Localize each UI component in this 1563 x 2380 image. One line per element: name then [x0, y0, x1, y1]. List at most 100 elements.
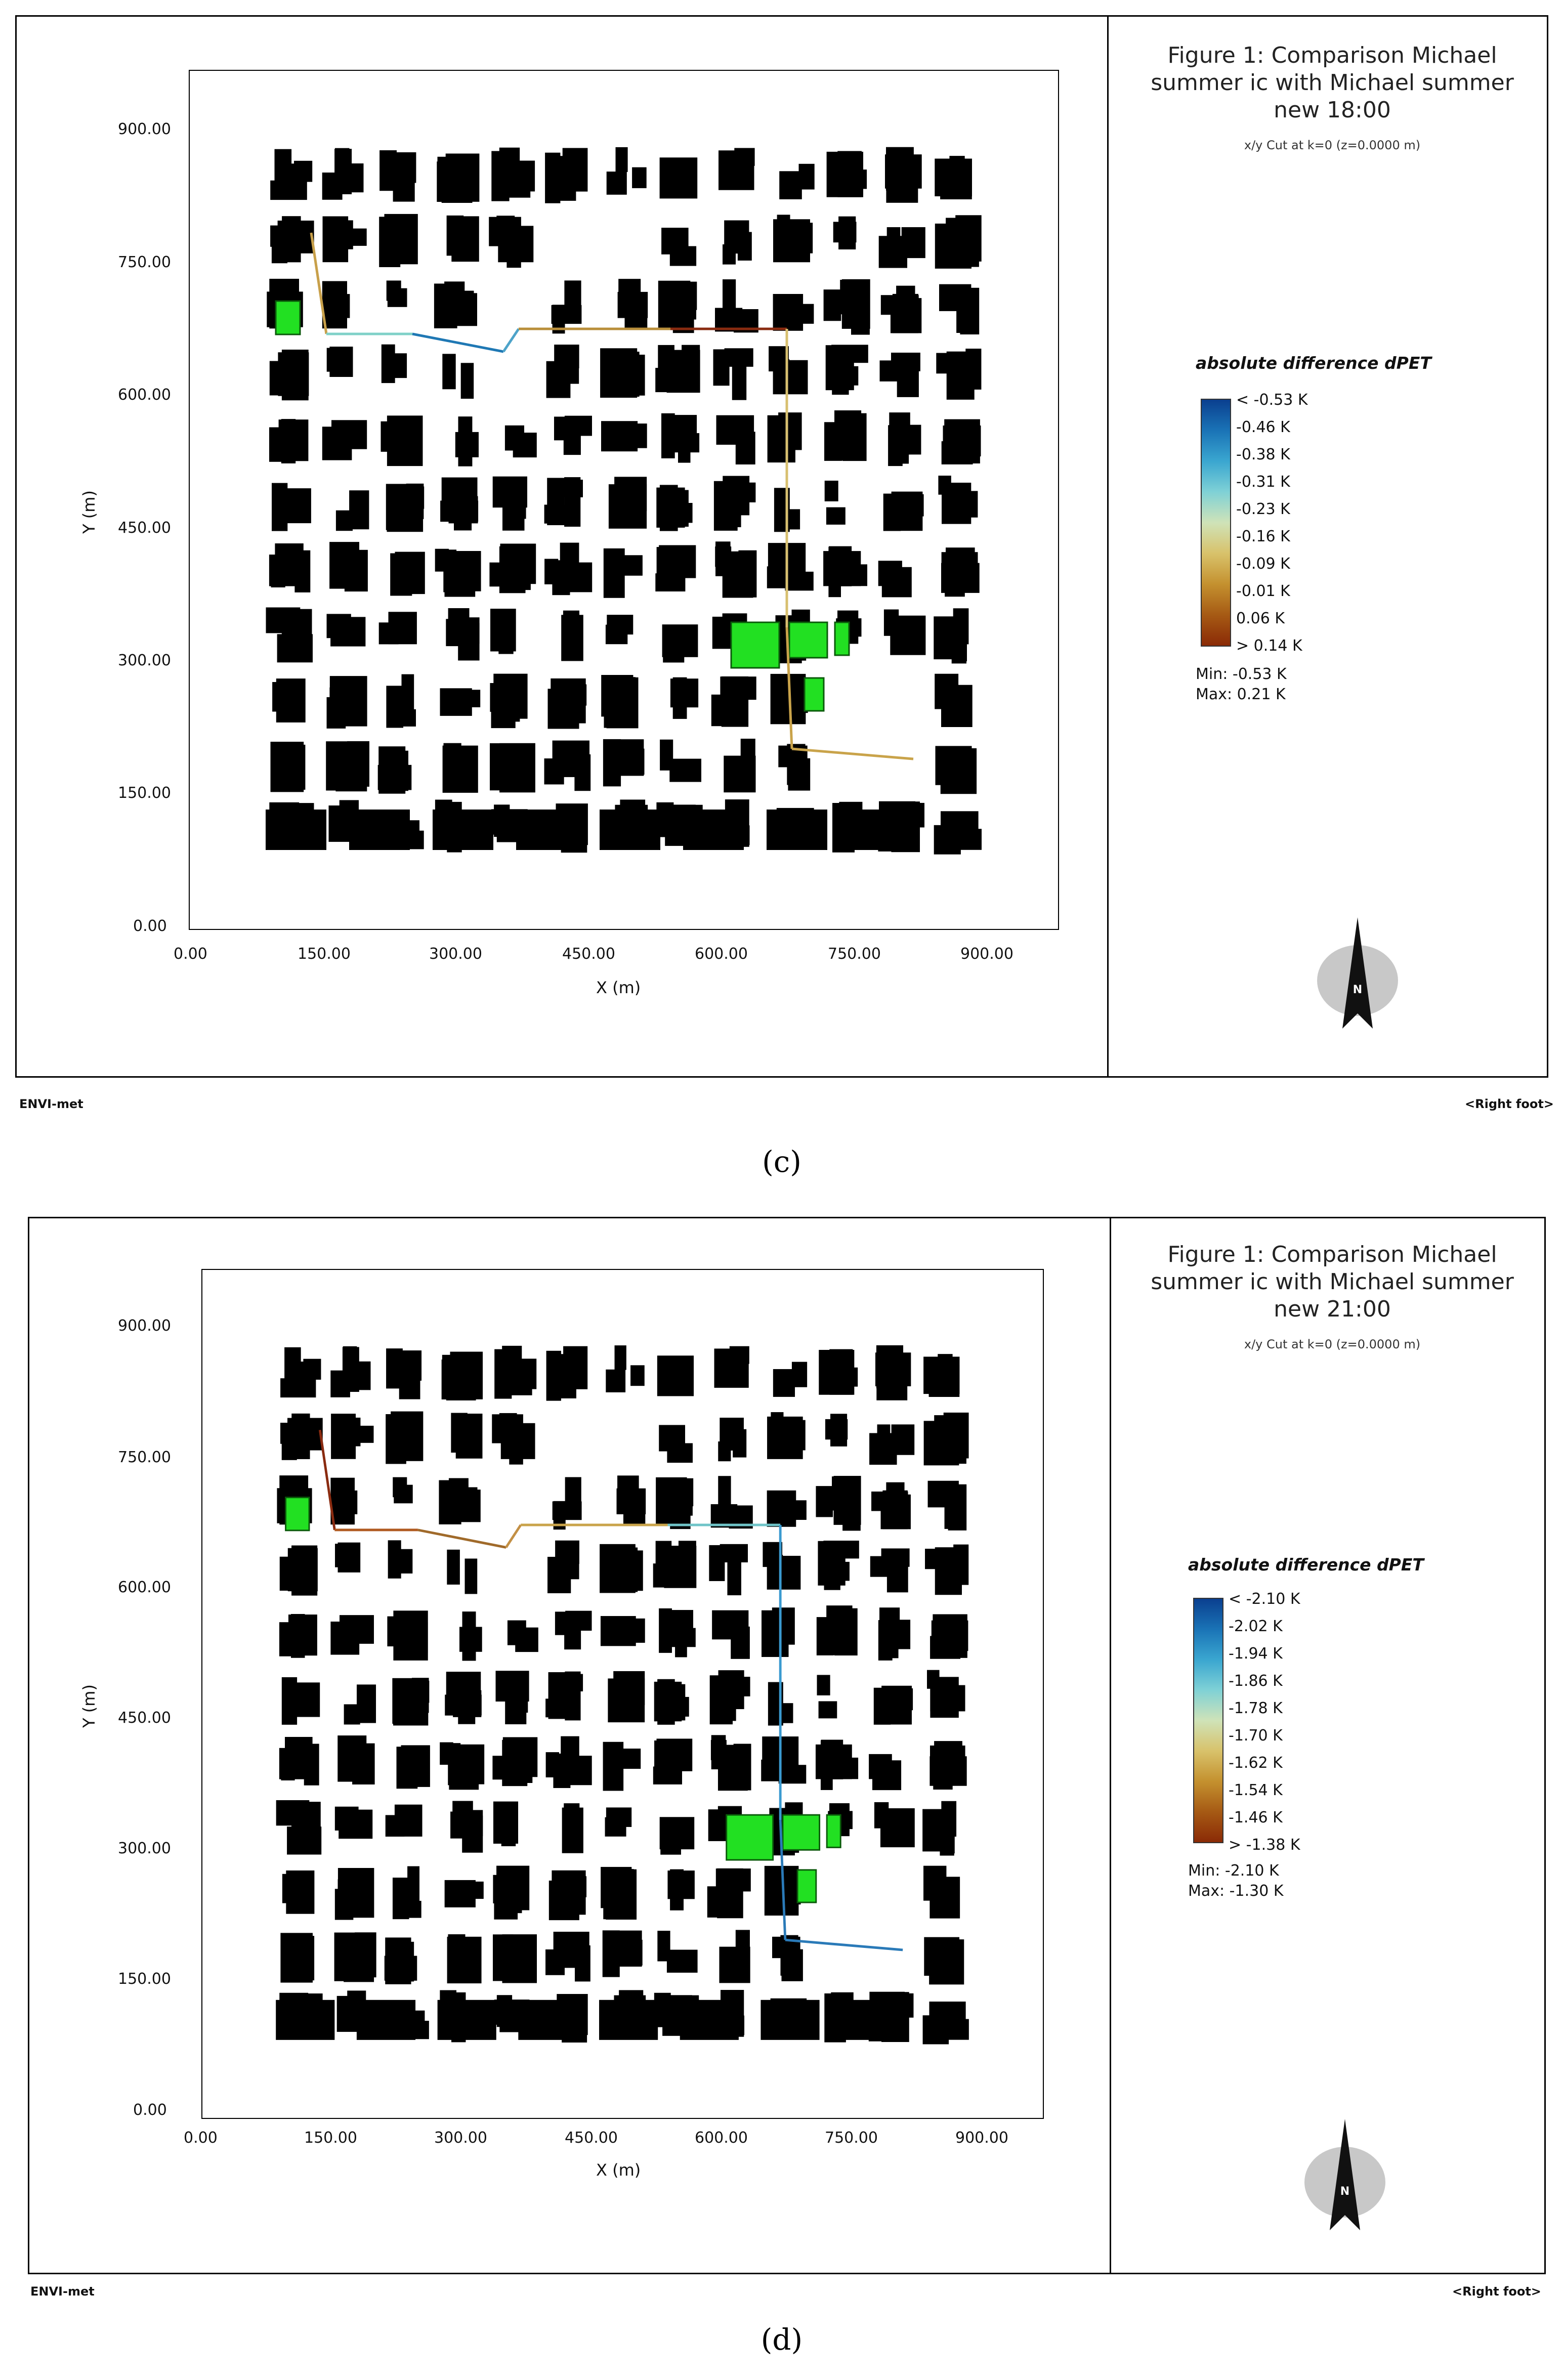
building: [553, 1753, 571, 1788]
building: [394, 1804, 423, 1837]
legend-tick: -0.31 K: [1236, 473, 1290, 491]
building: [452, 1801, 473, 1829]
legend-tick: > -1.38 K: [1229, 1836, 1300, 1854]
building: [828, 1561, 850, 1581]
building: [401, 1753, 418, 1784]
urban-map: [266, 147, 982, 855]
building: [602, 1930, 620, 1977]
building: [662, 624, 698, 657]
building: [507, 178, 531, 198]
building: [949, 156, 965, 178]
measurement-path: [785, 627, 793, 749]
building: [924, 1937, 959, 1976]
building: [925, 1549, 943, 1569]
measurement-path: [791, 747, 914, 760]
building: [606, 1807, 632, 1827]
x-tick: 0.00: [184, 2129, 218, 2147]
legend-tick: -1.78 K: [1229, 1699, 1283, 1717]
building: [440, 1742, 453, 1765]
building: [565, 1671, 581, 1721]
building: [459, 1627, 482, 1652]
building: [326, 348, 348, 372]
building: [850, 810, 911, 850]
building: [564, 415, 592, 436]
building: [818, 1701, 837, 1719]
building: [669, 758, 701, 782]
measurement-path: [779, 1819, 787, 1940]
building: [940, 1555, 965, 1582]
building: [664, 284, 696, 320]
building: [838, 216, 856, 249]
map-area: [189, 70, 1059, 930]
building: [491, 151, 510, 201]
building: [793, 1500, 807, 1520]
building: [844, 1635, 857, 1654]
building: [330, 617, 366, 647]
building: [727, 1552, 741, 1596]
building: [943, 1412, 969, 1459]
legend-tick: -0.01 K: [1236, 582, 1290, 600]
building: [281, 1677, 298, 1725]
building: [266, 810, 326, 850]
building: [402, 709, 416, 727]
building: [564, 477, 581, 527]
building: [269, 555, 307, 586]
building: [615, 482, 630, 506]
building: [623, 1749, 641, 1769]
building: [618, 279, 641, 318]
building: [294, 160, 313, 182]
building: [564, 1803, 580, 1851]
building: [563, 1346, 588, 1389]
legend-tick: 0.06 K: [1236, 610, 1285, 627]
building: [781, 1949, 803, 1981]
building: [303, 1358, 321, 1380]
legend-tick: -1.62 K: [1229, 1754, 1283, 1772]
building: [880, 1494, 911, 1529]
building: [600, 1544, 636, 1593]
figure-frame: Figure 1: Comparison Michael summer ic w…: [15, 15, 1548, 1078]
north-arrow-icon: N: [1304, 2119, 1385, 2230]
building: [830, 1414, 848, 1447]
vegetation-patch: [285, 1497, 310, 1532]
building: [513, 433, 537, 458]
building: [448, 1934, 466, 1953]
title-line-2: summer ic with Michael summer: [1151, 70, 1514, 96]
building: [518, 2000, 577, 2040]
building: [393, 1610, 428, 1661]
building: [331, 420, 367, 449]
vegetation-patch: [782, 1814, 821, 1851]
x-tick: 900.00: [955, 2129, 1008, 2147]
building: [394, 1484, 413, 1504]
building: [331, 1414, 356, 1459]
building: [439, 1480, 461, 1524]
title-line-1: Figure 1: Comparison Michael: [1167, 42, 1497, 68]
building: [773, 219, 810, 263]
building: [492, 1756, 520, 1780]
building: [816, 1617, 834, 1655]
building: [276, 1800, 310, 1826]
building: [572, 1876, 587, 1897]
building: [944, 1503, 963, 1529]
building: [349, 810, 410, 850]
building: [272, 483, 288, 531]
legend-colorbar: [1193, 1598, 1223, 1843]
building: [515, 1627, 538, 1652]
x-tick: 450.00: [565, 2129, 618, 2147]
measurement-path: [502, 328, 520, 353]
building: [935, 746, 972, 785]
legend-tick: -1.70 K: [1229, 1727, 1283, 1745]
legend-tick: -0.23 K: [1236, 500, 1290, 518]
building: [723, 279, 736, 310]
building: [437, 161, 466, 202]
building: [379, 150, 397, 191]
building: [392, 1878, 409, 1920]
building: [881, 567, 912, 598]
building: [270, 225, 304, 247]
building: [614, 1345, 626, 1370]
building: [386, 1348, 403, 1389]
building: [733, 678, 746, 710]
building: [493, 673, 528, 719]
building: [767, 1416, 803, 1459]
building: [335, 148, 350, 171]
building: [499, 743, 535, 793]
